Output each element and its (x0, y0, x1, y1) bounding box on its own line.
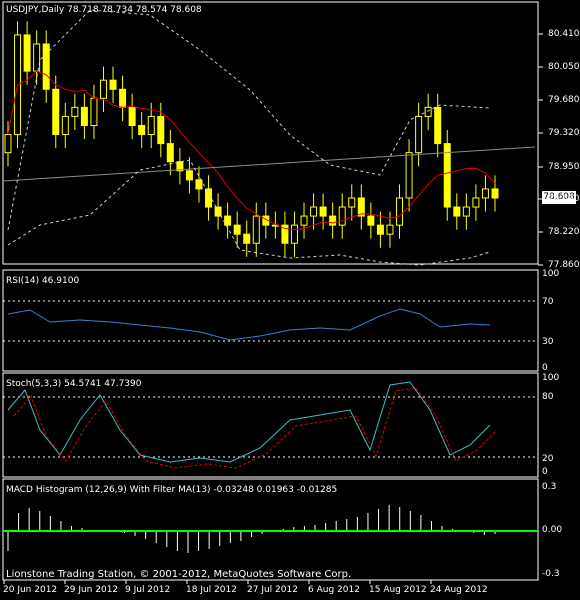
stoch-axis-label: 100 (542, 373, 560, 383)
pane-frame (2, 372, 539, 478)
price-axis-label: 80.050 (548, 62, 580, 72)
candle-body (147, 115, 155, 136)
candle-body (453, 206, 461, 217)
price-axis-label: 78.950 (548, 162, 580, 172)
candle-body (481, 188, 489, 199)
stoch-axis-label: 0 (542, 467, 548, 477)
candle-body (205, 188, 213, 208)
rsi-line (7, 308, 491, 341)
date-axis-label: 15 Aug 2012 (369, 585, 427, 595)
price-axis-label: 79.680 (548, 95, 580, 105)
current-price-label: 78.608 (542, 191, 576, 204)
stoch-signal-line (13, 387, 497, 469)
candle-body (195, 179, 203, 190)
candle-body (396, 197, 404, 226)
candle-body (33, 43, 41, 72)
candle-body (462, 206, 470, 217)
date-axis-label: 6 Aug 2012 (308, 585, 360, 595)
candle-body (348, 197, 356, 208)
date-axis-label: 18 Jul 2012 (186, 585, 237, 595)
ma-fast-line (7, 70, 496, 231)
pane-frame (2, 478, 539, 581)
pane-frame (2, 1, 539, 265)
candle-body (386, 224, 394, 235)
candle-body (157, 115, 165, 145)
candle-body (166, 143, 174, 163)
candle-body (290, 224, 298, 244)
lower-band (7, 159, 491, 266)
candle-body (138, 124, 146, 136)
candle-body (405, 152, 413, 199)
candle-body (472, 197, 480, 208)
candle-body (376, 224, 384, 235)
candle-body (367, 215, 375, 226)
macd-axis-label: 0.00 (542, 525, 563, 535)
candle-body (109, 79, 117, 90)
candle-body (128, 106, 136, 126)
candle-body (243, 233, 251, 244)
candle-body (233, 224, 241, 235)
macd-axis-label: -0.3 (542, 569, 560, 579)
candle-body (52, 88, 60, 136)
candle-body (424, 106, 432, 117)
candle-body (90, 97, 98, 126)
candle-body (300, 215, 308, 226)
candle-body (443, 143, 451, 208)
candle-body (119, 88, 127, 108)
date-axis-label: 29 Jun 2012 (64, 585, 119, 595)
price-axis-label: 80.410 (548, 29, 580, 39)
macd-label: MACD Histogram (12,26,9) With Filter MA(… (6, 485, 338, 495)
date-axis-label: 24 Aug 2012 (430, 585, 488, 595)
rsi-axis-label: 70 (542, 297, 554, 307)
price-axis-label: 79.320 (548, 128, 580, 138)
candle-body (329, 215, 337, 226)
macd-axis-label: 0.3 (542, 482, 557, 492)
candle-body (42, 43, 50, 90)
candle-body (338, 206, 346, 226)
candle-body (61, 115, 69, 136)
candle-body (80, 106, 88, 126)
candle-body (252, 215, 260, 244)
rsi-label: RSI(14) 46.9100 (6, 276, 80, 286)
candle-body (310, 206, 318, 217)
stoch-axis-label: 20 (542, 454, 554, 464)
candle-body (23, 34, 31, 72)
rsi-axis-label: 30 (542, 337, 554, 347)
candle-body (319, 206, 327, 217)
date-axis-label: 9 Jul 2012 (125, 585, 171, 595)
ma-slow-line (2, 146, 536, 182)
pane-frame (2, 269, 539, 372)
symbol-info: USDJPY,Daily 78.718 78.734 78.574 78.608 (6, 5, 202, 15)
stoch-axis-label: 80 (542, 392, 554, 402)
candle-body (491, 188, 499, 199)
price-axis-label: 78.590 (548, 194, 580, 204)
stoch-label: Stoch(5,3,3) 54.5741 47.7390 (6, 379, 142, 389)
candle-body (357, 197, 365, 217)
candle-body (176, 161, 184, 172)
candle-body (4, 134, 12, 154)
date-axis-label: 20 Jun 2012 (3, 585, 58, 595)
candle-body (185, 170, 193, 181)
copyright: Lionstone Trading Station, © 2001-2012, … (6, 569, 352, 580)
candle-body (281, 224, 289, 244)
rsi-axis-label: 100 (542, 269, 560, 279)
price-axis-label: 78.220 (548, 227, 580, 237)
stoch-main-line (7, 381, 491, 463)
candle-body (99, 79, 107, 99)
date-axis-label: 27 Jul 2012 (247, 585, 298, 595)
price-axis-label: 77.860 (548, 260, 580, 270)
candle-body (415, 115, 423, 154)
candle-body (434, 106, 442, 145)
candle-body (71, 106, 79, 117)
candle-body (224, 215, 232, 226)
rsi-axis-label: 0 (542, 363, 548, 373)
